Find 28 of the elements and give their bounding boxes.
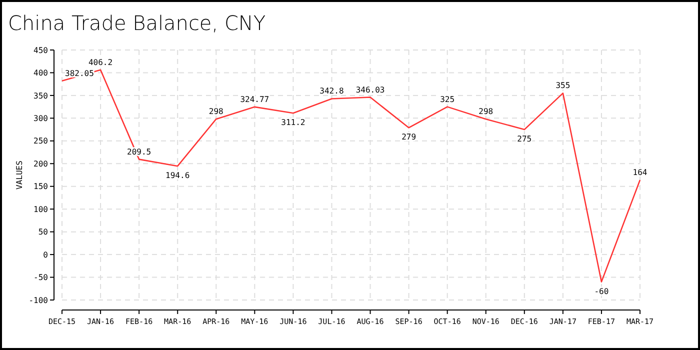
text: 298 bbox=[478, 107, 494, 116]
text: 342.8 bbox=[320, 86, 344, 96]
y-tick-label: -100 bbox=[28, 296, 48, 305]
chart-title: China Trade Balance, CNY bbox=[8, 11, 266, 35]
y-tick-label: 150 bbox=[34, 182, 48, 192]
y-tick-label: 400 bbox=[34, 68, 48, 78]
text: 275 bbox=[517, 134, 532, 144]
text: 298 bbox=[208, 107, 224, 116]
text: -60 bbox=[594, 286, 609, 296]
y-tick-label: 200 bbox=[34, 159, 48, 168]
text: 194.6 bbox=[166, 171, 190, 180]
text: 279 bbox=[402, 132, 416, 142]
y-tick-label: 100 bbox=[34, 204, 48, 214]
text: 311.2 bbox=[281, 118, 306, 128]
text: 406.2 bbox=[88, 58, 113, 67]
text: 346.03 bbox=[356, 85, 385, 94]
text: 325 bbox=[440, 94, 455, 104]
y-tick-label: 0 bbox=[43, 250, 48, 260]
y-tick-label: 50 bbox=[38, 228, 48, 237]
y-tick-label: 300 bbox=[34, 114, 48, 123]
y-tick-label: 350 bbox=[34, 91, 48, 100]
y-axis-title: VALUES bbox=[15, 160, 24, 190]
text: 324.77 bbox=[240, 94, 270, 104]
y-tick-label: 250 bbox=[34, 136, 48, 146]
text: 164 bbox=[632, 168, 648, 177]
y-tick-label: 450 bbox=[34, 46, 48, 55]
y-tick-label: -50 bbox=[34, 273, 48, 282]
text: 355 bbox=[556, 81, 570, 90]
